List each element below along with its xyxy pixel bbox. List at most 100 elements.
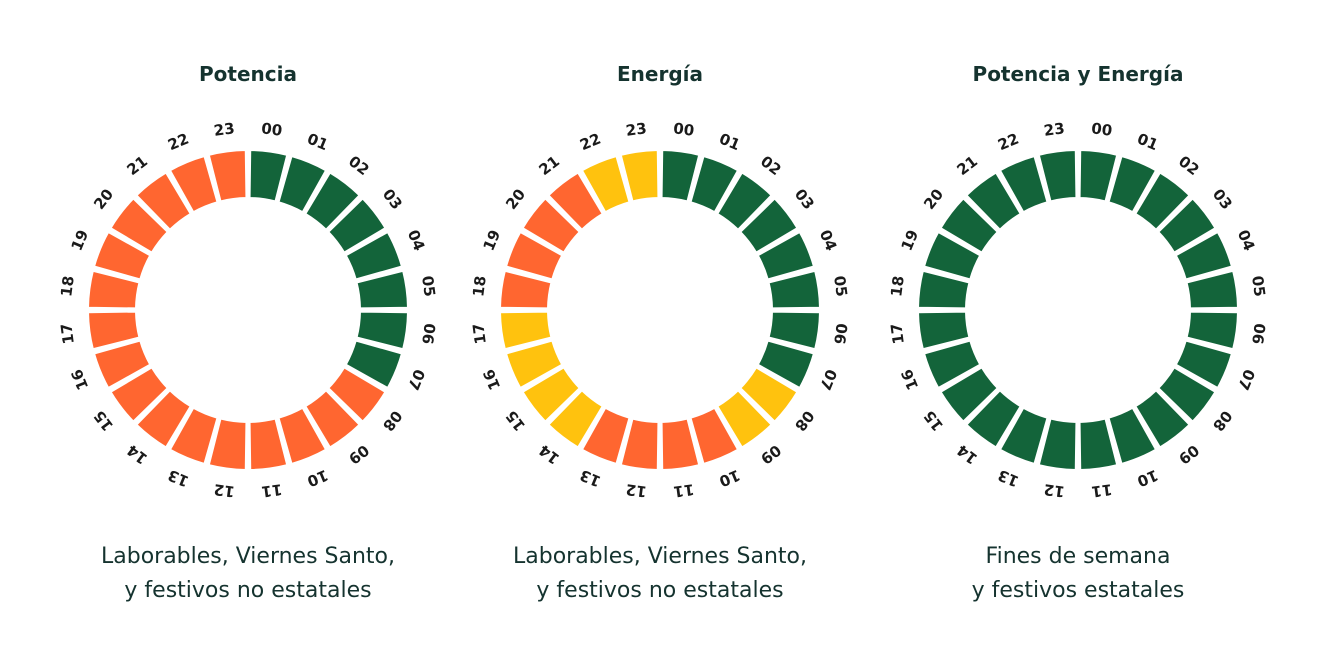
hour-label: 20 (920, 185, 947, 213)
hour-segment-08 (326, 365, 387, 423)
hour-label: 13 (995, 466, 1021, 491)
hour-label: 10 (717, 466, 743, 491)
hour-segment-12 (619, 417, 660, 471)
hour-label: 11 (1090, 480, 1113, 501)
hour-segment-15 (109, 365, 170, 423)
hour-segment-12 (207, 417, 248, 471)
panel-caption: Laborables, Viernes Santo, y festivos no… (28, 540, 468, 608)
hour-label: 03 (379, 185, 406, 213)
hour-segment-16 (504, 339, 564, 390)
hour-segment-20 (939, 197, 1000, 255)
hour-segment-09 (1133, 388, 1191, 449)
hour-segment-07 (1174, 339, 1234, 390)
hour-label: 15 (502, 407, 529, 435)
hour-segment-03 (326, 197, 387, 255)
hour-label: 18 (469, 275, 490, 298)
hour-label: 19 (898, 227, 923, 253)
hour-segment-00 (248, 149, 289, 203)
hour-label: 10 (305, 466, 331, 491)
hour-segments (917, 149, 1239, 471)
hour-label: 01 (305, 130, 331, 155)
hour-label: 22 (995, 130, 1021, 155)
hour-segment-11 (248, 417, 289, 471)
hour-label: 16 (68, 367, 93, 393)
hour-label: 05 (418, 275, 439, 298)
hour-segment-22 (580, 154, 631, 214)
hour-segment-06 (767, 310, 821, 351)
hour-label: 17 (469, 322, 490, 345)
panel-potencia: Potencia 00 01 02 03 04 05 06 07 08 09 10 11 12 13 14 1… (28, 0, 468, 660)
hour-label: 09 (757, 441, 785, 468)
hour-segment-14 (135, 388, 193, 449)
hour-segment-11 (660, 417, 701, 471)
hour-segment-23 (207, 149, 248, 203)
hour-label: 15 (920, 407, 947, 435)
hour-label: 00 (260, 119, 283, 140)
hour-segment-18 (499, 269, 553, 310)
hour-segment-21 (547, 171, 605, 232)
hour-label: 19 (68, 227, 93, 253)
hour-segment-21 (965, 171, 1023, 232)
panel-caption: Laborables, Viernes Santo, y festivos no… (440, 540, 880, 608)
hour-segment-17 (917, 310, 971, 351)
hour-label: 06 (1248, 322, 1269, 345)
hour-label: 11 (260, 480, 283, 501)
hour-segment-21 (135, 171, 193, 232)
hour-segment-03 (1156, 197, 1217, 255)
panel-title: Potencia (199, 62, 297, 86)
hour-label: 14 (535, 441, 563, 468)
hour-segment-06 (355, 310, 409, 351)
hour-label: 10 (1135, 466, 1161, 491)
hour-segment-19 (922, 230, 982, 281)
hour-segment-18 (917, 269, 971, 310)
hour-segment-04 (1174, 230, 1234, 281)
hour-segment-04 (756, 230, 816, 281)
hour-segment-22 (168, 154, 219, 214)
hour-segment-22 (998, 154, 1049, 214)
hour-label: 14 (123, 441, 151, 468)
hour-segment-08 (1156, 365, 1217, 423)
hour-label: 05 (1248, 275, 1269, 298)
caption-line: Laborables, Viernes Santo, (100, 544, 396, 569)
hour-label: 21 (535, 152, 563, 179)
hour-label: 00 (1090, 119, 1113, 140)
hour-segment-02 (1133, 171, 1191, 232)
caption-line: Fines de semana (985, 544, 1171, 569)
panel-energia: Energía 00 01 02 03 04 05 06 07 08 09 10 11 12 13 14 15… (440, 0, 880, 660)
hour-label: 08 (1209, 407, 1236, 435)
hour-label: 02 (345, 152, 373, 179)
hour-label: 13 (577, 466, 603, 491)
hour-label: 09 (345, 441, 373, 468)
hour-segment-02 (303, 171, 361, 232)
hour-label: 04 (404, 227, 429, 253)
hour-segment-01 (1107, 154, 1158, 214)
hour-label: 03 (791, 185, 818, 213)
hour-segment-16 (92, 339, 152, 390)
hour-segments (87, 149, 409, 471)
hour-label: 19 (480, 227, 505, 253)
hour-label: 18 (887, 275, 908, 298)
hour-label: 02 (757, 152, 785, 179)
hour-segment-10 (277, 406, 328, 466)
panel-caption: Fines de semana y festivos estatales (858, 540, 1298, 608)
hour-label: 21 (123, 152, 151, 179)
hour-label: 12 (625, 480, 648, 501)
hour-segment-13 (998, 406, 1049, 466)
hour-segment-20 (109, 197, 170, 255)
hour-segment-15 (521, 365, 582, 423)
hour-label: 01 (1135, 130, 1161, 155)
hour-label: 05 (830, 275, 851, 298)
hour-label: 02 (1175, 152, 1203, 179)
hour-segment-05 (1185, 269, 1239, 310)
hour-label: 07 (404, 367, 429, 393)
hour-label: 08 (791, 407, 818, 435)
hour-segment-12 (1037, 417, 1078, 471)
panel-title: Energía (617, 62, 703, 86)
hour-segment-07 (756, 339, 816, 390)
hour-segment-19 (92, 230, 152, 281)
hour-segment-11 (1078, 417, 1119, 471)
hour-segment-23 (619, 149, 660, 203)
